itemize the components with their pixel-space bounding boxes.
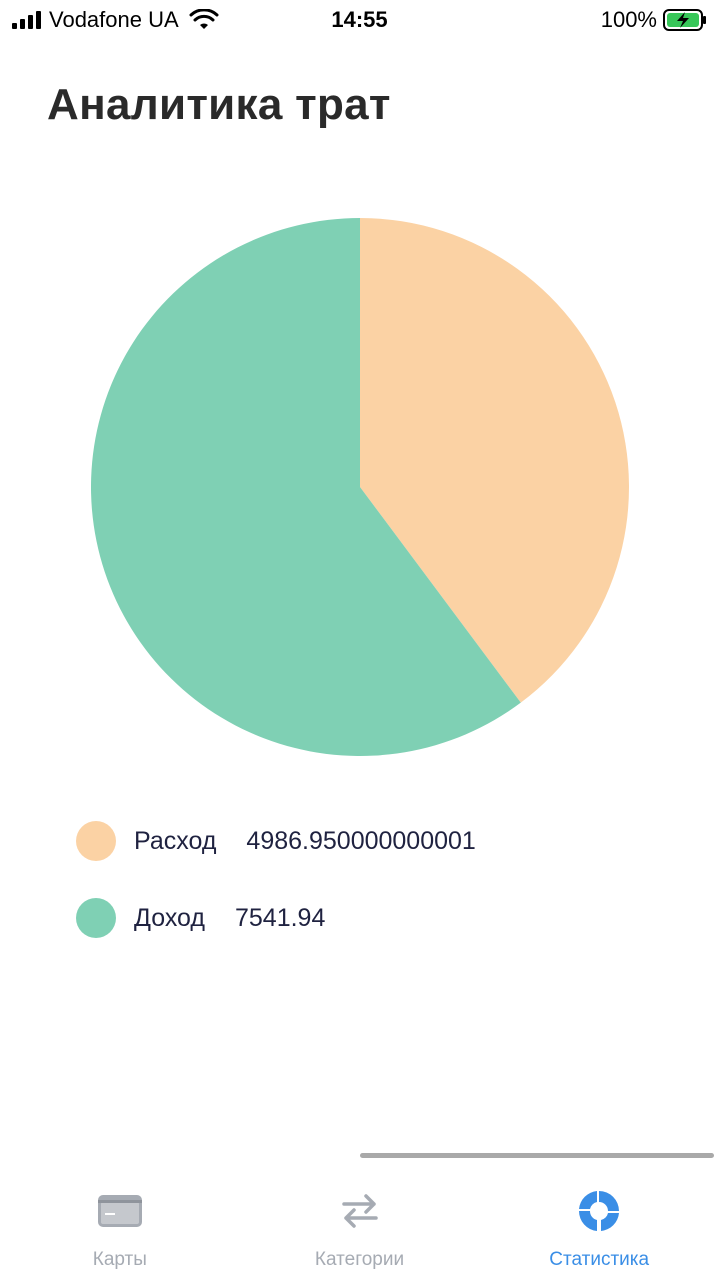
tab-bar: Карты Категории Статистика (0, 1165, 719, 1280)
swap-arrows-icon (341, 1194, 378, 1228)
pie-slice-income (91, 218, 521, 756)
card-icon (97, 1195, 142, 1227)
page-title: Аналитика трат (47, 80, 391, 129)
legend-value-income: 7541.94 (235, 903, 326, 932)
status-bar-right: 100% (601, 6, 707, 34)
pie-chart (90, 217, 630, 757)
legend-dot-expense (76, 821, 116, 861)
tab-statistics[interactable]: Статистика (479, 1165, 719, 1280)
tab-cards[interactable]: Карты (0, 1165, 240, 1280)
wifi-icon (189, 9, 219, 29)
tab-cards-label: Карты (92, 1249, 147, 1270)
carrier-name: Vodafone UA (49, 7, 179, 32)
status-time: 14:55 (331, 7, 388, 32)
legend-dot-income (76, 898, 116, 938)
legend-label-expense: Расход (134, 826, 217, 855)
legend-value-expense: 4986.950000000001 (246, 826, 476, 855)
legend-label-income: Доход (134, 903, 205, 932)
battery-charging-icon (663, 9, 706, 31)
donut-chart-icon (579, 1191, 620, 1231)
pie-slice-expense (360, 218, 630, 703)
tab-categories[interactable]: Категории (240, 1165, 480, 1280)
legend-item-income: Доход 7541.94 (76, 897, 676, 939)
chart-legend: Расход 4986.950000000001 Доход 7541.94 (76, 820, 676, 974)
battery-percent: 100% (600, 7, 657, 32)
scroll-indicator[interactable] (360, 1153, 714, 1158)
tab-statistics-label: Статистика (549, 1249, 650, 1270)
pie-chart-svg (91, 218, 630, 756)
status-bar: Vodafone UA 14:55 100% (0, 0, 719, 40)
status-bar-left: Vodafone UA (12, 6, 219, 34)
legend-item-expense: Расход 4986.950000000001 (76, 820, 676, 862)
signal-icon (12, 11, 41, 29)
tab-categories-label: Категории (314, 1249, 405, 1270)
